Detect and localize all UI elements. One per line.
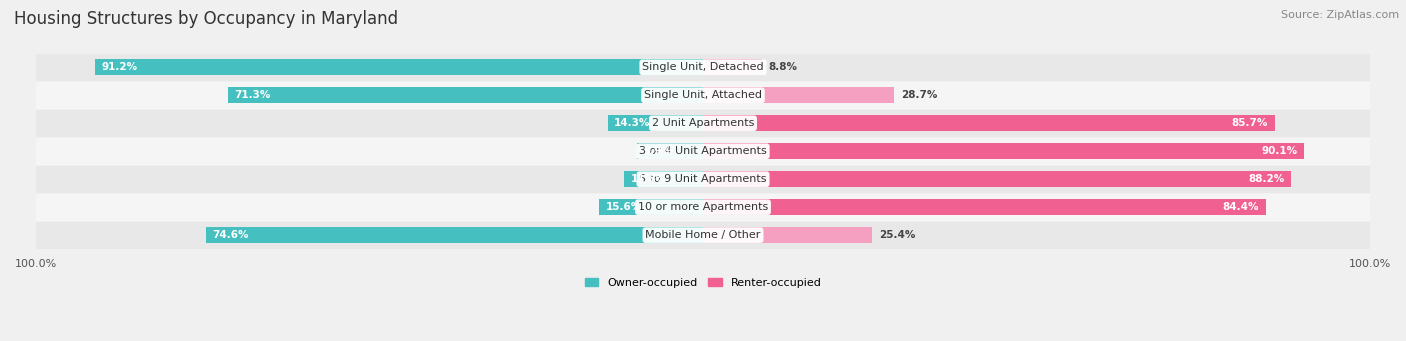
Text: 11.8%: 11.8% (631, 174, 668, 184)
Bar (703, 227, 872, 243)
Bar (703, 171, 1291, 187)
Text: 9.9%: 9.9% (644, 146, 672, 156)
Bar (637, 143, 703, 159)
Text: 15.6%: 15.6% (606, 202, 643, 212)
Bar (37, 138, 1369, 165)
Text: 84.4%: 84.4% (1223, 202, 1260, 212)
Legend: Owner-occupied, Renter-occupied: Owner-occupied, Renter-occupied (581, 274, 825, 293)
Text: 25.4%: 25.4% (879, 230, 915, 240)
Text: 91.2%: 91.2% (101, 62, 138, 72)
Bar (205, 227, 703, 243)
Text: Housing Structures by Occupancy in Maryland: Housing Structures by Occupancy in Maryl… (14, 10, 398, 28)
Text: Single Unit, Detached: Single Unit, Detached (643, 62, 763, 72)
Bar (37, 54, 1369, 81)
Bar (37, 194, 1369, 221)
Text: 90.1%: 90.1% (1261, 146, 1298, 156)
Bar (703, 87, 894, 103)
Bar (37, 110, 1369, 137)
Text: Mobile Home / Other: Mobile Home / Other (645, 230, 761, 240)
Bar (703, 199, 1265, 215)
Text: 10 or more Apartments: 10 or more Apartments (638, 202, 768, 212)
Text: 14.3%: 14.3% (614, 118, 651, 128)
Bar (607, 115, 703, 131)
Text: 88.2%: 88.2% (1249, 174, 1285, 184)
Bar (37, 82, 1369, 109)
Text: 71.3%: 71.3% (235, 90, 270, 100)
Text: 74.6%: 74.6% (212, 230, 249, 240)
Text: Single Unit, Attached: Single Unit, Attached (644, 90, 762, 100)
Text: 8.8%: 8.8% (768, 62, 797, 72)
Bar (703, 59, 762, 75)
Bar (37, 166, 1369, 193)
Bar (599, 199, 703, 215)
Bar (703, 143, 1303, 159)
Bar (94, 59, 703, 75)
Text: 5 to 9 Unit Apartments: 5 to 9 Unit Apartments (640, 174, 766, 184)
Text: 2 Unit Apartments: 2 Unit Apartments (652, 118, 754, 128)
Bar (624, 171, 703, 187)
Text: 28.7%: 28.7% (901, 90, 938, 100)
Text: 3 or 4 Unit Apartments: 3 or 4 Unit Apartments (640, 146, 766, 156)
Text: 85.7%: 85.7% (1232, 118, 1268, 128)
Bar (37, 222, 1369, 249)
Text: Source: ZipAtlas.com: Source: ZipAtlas.com (1281, 10, 1399, 20)
Bar (228, 87, 703, 103)
Bar (703, 115, 1274, 131)
